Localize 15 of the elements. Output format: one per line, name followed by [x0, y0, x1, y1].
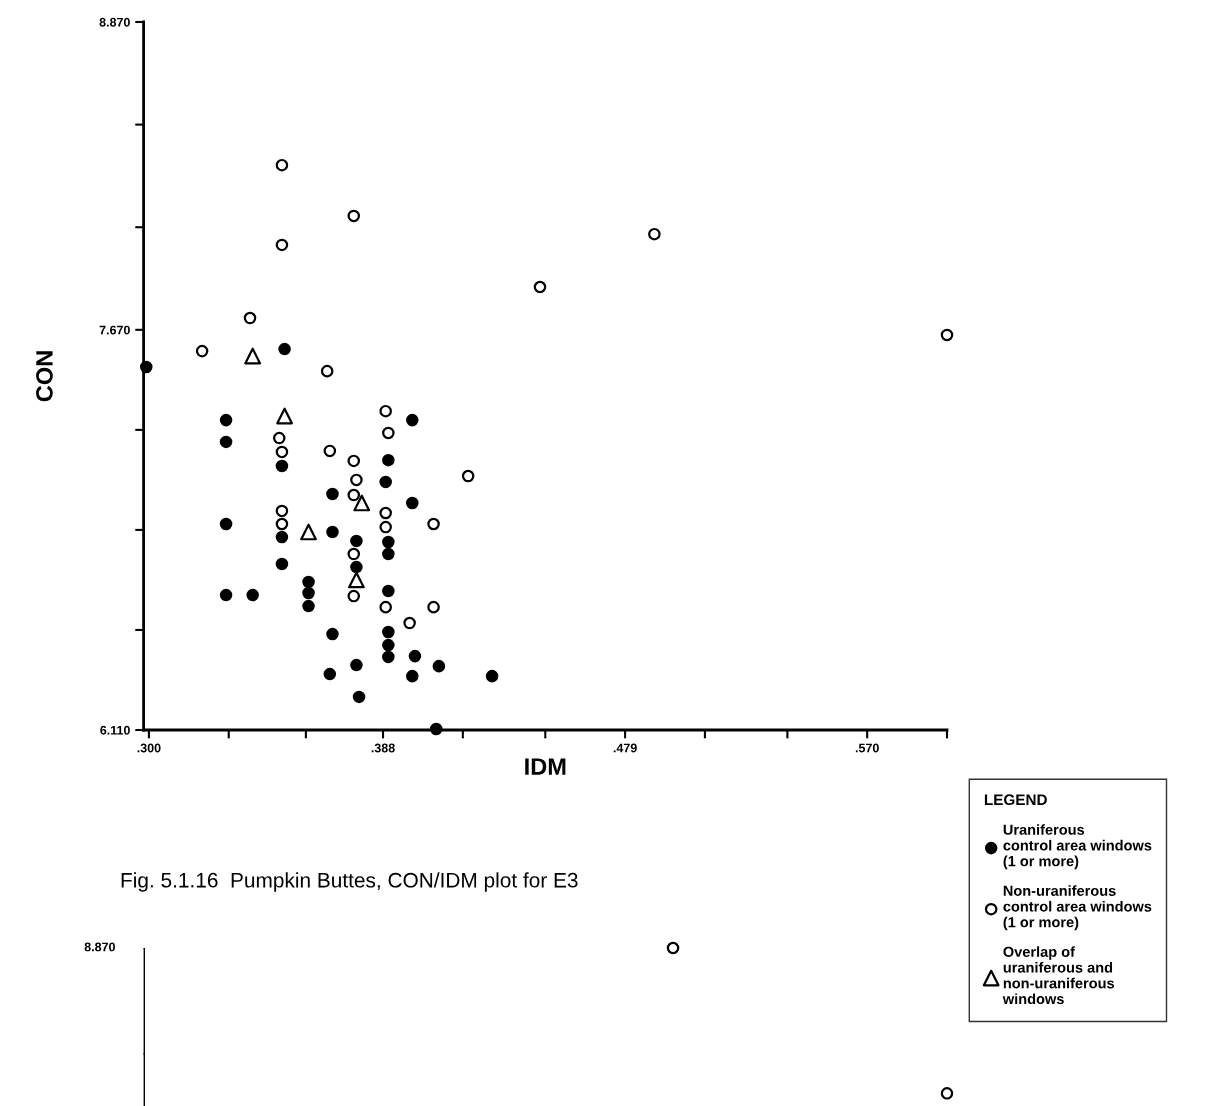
legend-label: Uraniferous control area windows (1 or more)	[1003, 824, 1152, 870]
x-tick-label: .570	[855, 743, 879, 753]
legend-label: Overlap of uraniferous and non-uraniferous windows	[1002, 946, 1115, 1005]
x-tick-label: .388	[371, 743, 395, 753]
y-tick-label: 6.110	[100, 725, 130, 735]
legend-title: LEGEND	[984, 794, 1047, 806]
caption: Fig. 5.1.16 Pumpkin Buttes, CON/IDM plot for E3	[121, 872, 578, 892]
x-tick-label: .479	[613, 743, 637, 753]
y-tick-label: 8.870	[99, 17, 130, 27]
legend-label: Non-uraniferous control area windows (1 or more)	[1003, 885, 1152, 931]
x-tick-label: .300	[137, 743, 161, 753]
y-tick-label: 7.670	[99, 325, 130, 335]
x-axis-title: IDM	[525, 758, 566, 775]
text: 8.870	[84, 942, 115, 952]
y-axis-title: CON	[36, 351, 53, 402]
